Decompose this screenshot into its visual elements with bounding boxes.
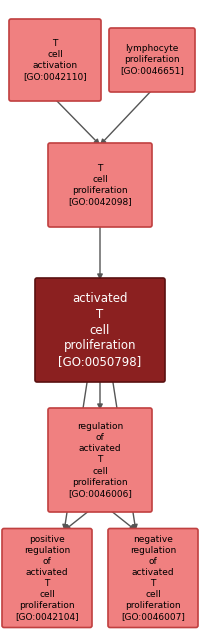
Text: activated
T
cell
proliferation
[GO:0050798]: activated T cell proliferation [GO:00507…	[58, 291, 142, 369]
FancyBboxPatch shape	[2, 528, 92, 628]
Text: regulation
of
activated
T
cell
proliferation
[GO:0046006]: regulation of activated T cell prolifera…	[68, 422, 132, 498]
Text: T
cell
activation
[GO:0042110]: T cell activation [GO:0042110]	[23, 39, 87, 81]
Text: negative
regulation
of
activated
T
cell
proliferation
[GO:0046007]: negative regulation of activated T cell …	[121, 535, 185, 621]
FancyBboxPatch shape	[108, 528, 198, 628]
FancyBboxPatch shape	[48, 408, 152, 512]
Text: lymphocyte
proliferation
[GO:0046651]: lymphocyte proliferation [GO:0046651]	[120, 45, 184, 75]
FancyBboxPatch shape	[35, 278, 165, 382]
FancyBboxPatch shape	[48, 143, 152, 227]
FancyBboxPatch shape	[9, 19, 101, 101]
FancyBboxPatch shape	[109, 28, 195, 92]
Text: positive
regulation
of
activated
T
cell
proliferation
[GO:0042104]: positive regulation of activated T cell …	[15, 535, 79, 621]
Text: T
cell
proliferation
[GO:0042098]: T cell proliferation [GO:0042098]	[68, 164, 132, 206]
